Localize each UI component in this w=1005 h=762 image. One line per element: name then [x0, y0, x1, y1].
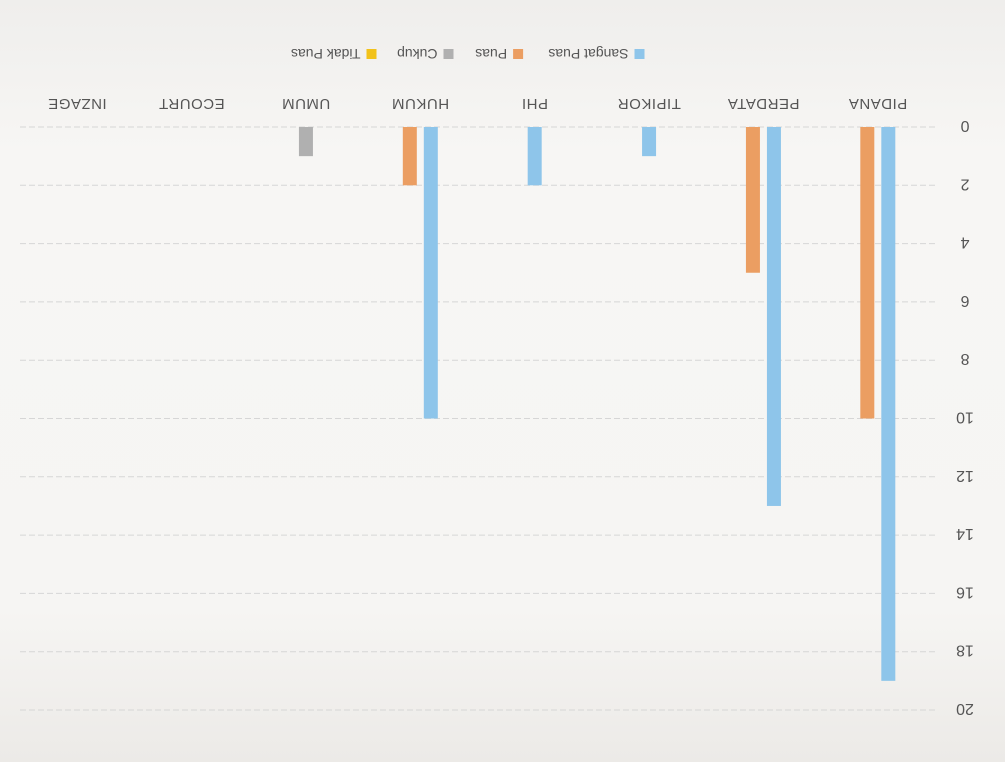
bar-hukum-sangat-puas: [423, 127, 438, 419]
bar-umum-cukup: [298, 127, 313, 157]
legend: Sangat Puas Puas Cukup Tidak Puas: [291, 46, 645, 62]
category-label-phi: PHI: [521, 95, 548, 112]
legend-label-puas: Puas: [475, 46, 507, 62]
category-labels: PIDANA PERDATA TIPIKOR PHI HUKUM UMUM ECOURT IN…: [48, 95, 907, 112]
gridlines: [20, 126, 935, 711]
legend-label-cukup: Cukup: [397, 46, 438, 62]
y-tick-label-8: 8: [960, 350, 969, 367]
y-tick-label-4: 4: [960, 234, 969, 251]
category-label-inzage: INZAGE: [48, 95, 107, 112]
category-label-hukum: HUKUM: [392, 95, 450, 112]
y-tick-label-0: 0: [960, 117, 969, 134]
bar-phi-sangat-puas: [527, 127, 542, 186]
y-tick-label-2: 2: [960, 175, 969, 192]
bars: [298, 127, 896, 681]
y-tick-label-18: 18: [956, 642, 974, 659]
category-label-ecourt: ECOURT: [159, 95, 225, 112]
bar-pidana-sangat-puas: [881, 127, 896, 681]
bar-tipikor-sangat-puas: [642, 127, 657, 157]
y-tick-label-6: 6: [960, 292, 969, 309]
bar-perdata-sangat-puas: [766, 127, 781, 506]
legend-label-tidak-puas: Tidak Puas: [291, 46, 361, 62]
bar-pidana-puas: [860, 127, 875, 419]
legend-swatch-tidak-puas: [366, 49, 377, 59]
y-tick-label-20: 20: [956, 700, 974, 717]
y-axis-ticks: 0 2 4 6 8 10 12 14 16 18 20: [956, 117, 974, 717]
legend-label-sangat-puas: Sangat Puas: [548, 46, 628, 62]
legend-swatch-puas: [513, 49, 524, 59]
category-label-pidana: PIDANA: [848, 95, 907, 112]
category-label-perdata: PERDATA: [727, 95, 799, 112]
y-tick-label-14: 14: [956, 525, 974, 542]
y-tick-label-16: 16: [956, 583, 974, 600]
y-tick-label-12: 12: [956, 467, 974, 484]
category-label-umum: UMUM: [282, 95, 331, 112]
legend-swatch-cukup: [443, 49, 454, 59]
bar-perdata-puas: [745, 127, 760, 273]
bar-hukum-puas: [402, 127, 417, 186]
category-label-tipikor: TIPIKOR: [617, 95, 681, 112]
legend-swatch-sangat-puas: [634, 49, 645, 59]
y-tick-label-10: 10: [956, 409, 974, 426]
